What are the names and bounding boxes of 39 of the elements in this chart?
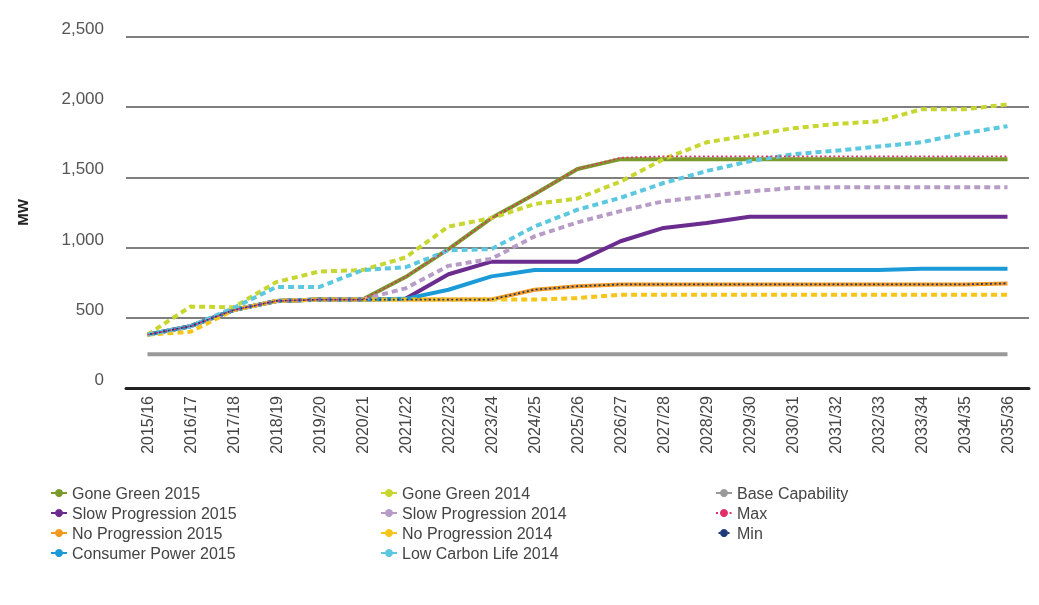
x-tick-label: 2035/36 xyxy=(999,395,1016,454)
x-tick-label: 2027/28 xyxy=(655,395,672,454)
legend-label: Max xyxy=(737,504,768,522)
x-tick-label: 2034/35 xyxy=(956,395,973,454)
x-tick-label: 2029/30 xyxy=(741,395,758,454)
legend-label: Base Capability xyxy=(737,484,849,502)
x-tick-label: 2022/23 xyxy=(440,395,457,454)
legend-label: No Progression 2015 xyxy=(72,524,223,542)
x-tick-label: 2032/33 xyxy=(870,395,887,454)
x-tick-label: 2016/17 xyxy=(182,395,199,454)
x-tick-label: 2033/34 xyxy=(913,395,930,454)
x-tick-label: 2025/26 xyxy=(569,395,586,454)
y-tick-label: 0 xyxy=(94,370,104,389)
legend-label: Gone Green 2015 xyxy=(72,484,201,502)
x-tick-label: 2028/29 xyxy=(698,395,715,454)
legend-label: Gone Green 2014 xyxy=(402,484,531,502)
y-axis-title: MW xyxy=(14,198,31,226)
x-tick-label: 2018/19 xyxy=(268,395,285,454)
y-tick-label: 2,500 xyxy=(61,19,104,38)
x-tick-label: 2024/25 xyxy=(526,395,543,454)
legend-label: Consumer Power 2015 xyxy=(72,544,236,562)
x-tick-label: 2021/22 xyxy=(397,395,414,454)
y-tick-label: 500 xyxy=(75,299,104,319)
legend-label: No Progression 2014 xyxy=(402,524,553,542)
x-tick-label: 2017/18 xyxy=(225,395,242,454)
x-tick-label: 2015/16 xyxy=(139,395,156,454)
y-tick-label: 1,000 xyxy=(61,229,104,249)
y-tick-label: 1,500 xyxy=(61,159,104,179)
x-tick-label: 2026/27 xyxy=(612,395,629,454)
legend-label: Slow Progression 2014 xyxy=(402,504,567,522)
legend-label: Min xyxy=(737,524,763,542)
legend-label: Low Carbon Life 2014 xyxy=(402,544,559,562)
x-tick-label: 2020/21 xyxy=(354,395,371,454)
y-tick-label: 2,000 xyxy=(61,89,104,109)
x-tick-label: 2030/31 xyxy=(784,395,801,454)
legend-label: Slow Progression 2015 xyxy=(72,504,237,522)
x-tick-label: 2031/32 xyxy=(827,395,844,454)
x-tick-label: 2023/24 xyxy=(483,395,500,454)
x-tick-label: 2019/20 xyxy=(311,395,328,454)
